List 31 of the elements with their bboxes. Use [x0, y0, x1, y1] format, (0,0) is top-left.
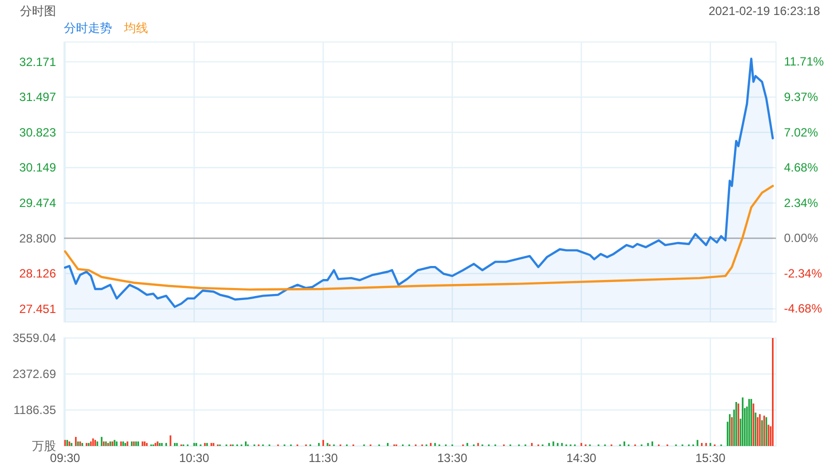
y2-tick-label: 7.02% — [784, 125, 818, 140]
y-tick-label: 32.171 — [19, 54, 56, 69]
y-tick-label: 29.474 — [19, 196, 56, 210]
y-tick-label: 28.126 — [19, 266, 56, 281]
y2-tick-label: 4.68% — [784, 160, 818, 175]
y2-tick-label: -2.34% — [784, 266, 822, 280]
y-tick-label: 万股 — [32, 439, 56, 453]
x-tick-label: 11:30 — [308, 451, 338, 465]
y-tick-label: 30.823 — [19, 125, 56, 140]
y-tick-label: 2372.69 — [12, 367, 56, 381]
y-tick-label: 1186.35 — [14, 403, 56, 417]
y-tick-label: 30.149 — [19, 160, 56, 175]
x-tick-label: 13:30 — [437, 451, 468, 465]
y-tick-label: 28.800 — [19, 231, 56, 246]
y2-tick-label: 0.00% — [784, 231, 818, 246]
y2-tick-label: 9.37% — [784, 90, 818, 104]
x-tick-label: 09:30 — [50, 451, 80, 465]
y-tick-label: 27.451 — [19, 302, 56, 316]
text: 均线 — [123, 21, 148, 35]
x-tick-label: 10:30 — [179, 451, 210, 465]
line-series — [64, 184, 774, 291]
x-tick-label: 15:30 — [695, 451, 726, 465]
text: 分时走势 — [64, 21, 112, 35]
y2-tick-label: -4.68% — [784, 302, 822, 316]
x-tick-label: 14:30 — [566, 451, 597, 465]
y-tick-label: 31.497 — [19, 90, 56, 104]
y-tick-label: 3559.04 — [12, 331, 56, 345]
text: 2021-02-19 16:23:18 — [708, 4, 820, 18]
y2-tick-label: 11.71% — [784, 54, 824, 69]
chart-title: 分时图 — [20, 4, 56, 18]
y2-tick-label: 2.34% — [784, 196, 818, 210]
